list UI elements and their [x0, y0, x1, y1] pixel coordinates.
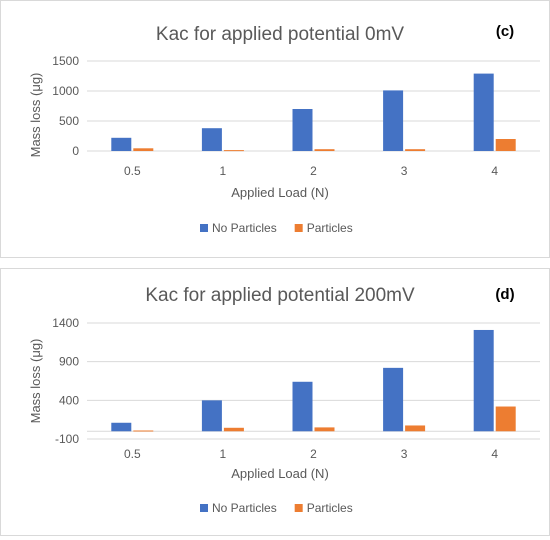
chart-0-legend-swatch-0 [200, 224, 208, 232]
chart-0-ytick-label-1: 500 [59, 114, 79, 128]
chart-0-panel-label: (c) [496, 23, 514, 40]
chart-1-bar-no-particles-4 [473, 329, 494, 432]
chart-0-bar-no-particles-3 [383, 90, 404, 151]
chart-1-panel-label: (d) [495, 286, 514, 303]
chart-0-frame [0, 0, 550, 258]
chart-1-bar-no-particles-2 [292, 381, 313, 432]
chart-0-y-axis-label: Mass loss (μg) [28, 73, 43, 158]
chart-1-bar-particles-3 [405, 425, 426, 432]
chart-0-xtick-label-1: 1 [220, 164, 227, 178]
chart-1-bar-particles-0 [133, 430, 154, 432]
chart-1-xtick-label-4: 4 [491, 447, 498, 461]
chart-panel-d: Kac for applied potential 200mV (d)-10040… [0, 268, 550, 536]
chart-0-xtick-label-0: 0.5 [124, 164, 141, 178]
chart-0-ytick-label-0: 0 [72, 144, 79, 158]
chart-0-ytick-label-2: 1000 [52, 84, 79, 98]
chart-panel-c: Kac for applied potential 0mV (c) 0 500 1000… [0, 0, 550, 258]
chart-1-bar-no-particles-0 [111, 422, 132, 432]
chart-0-xtick-label-4: 4 [491, 164, 498, 178]
chart-1-xtick-label-0: 0.5 [124, 447, 141, 461]
chart-1-xtick-label-1: 1 [220, 447, 227, 461]
chart-1-legend-label-1: Particles [307, 501, 353, 515]
chart-0-bar-particles-4 [495, 139, 516, 151]
chart-0-bar-particles-1 [223, 150, 244, 152]
chart-1-ytick-label-2: 900 [59, 355, 79, 369]
chart-1-legend-label-0: No Particles [212, 501, 277, 515]
chart-1-frame [0, 268, 550, 536]
chart-0-bar-particles-2 [314, 149, 335, 151]
chart-1-title: Kac for applied potential 200mV [145, 285, 415, 306]
chart-1-bar-no-particles-3 [383, 367, 404, 432]
chart-0-xtick-label-2: 2 [310, 164, 317, 178]
chart-0-legend-swatch-1 [294, 224, 303, 232]
chart-1-bar-particles-4 [495, 406, 516, 432]
chart-0-ytick-label-3: 1500 [52, 54, 79, 68]
chart-0-bar-no-particles-0 [111, 137, 132, 151]
chart-1-ytick-label-3: 1400 [52, 316, 79, 330]
chart-0-title: Kac for applied potential 0mV [156, 24, 405, 45]
chart-1-legend-swatch-1 [294, 504, 303, 512]
chart-0-x-axis-label: Applied Load (N) [231, 185, 329, 200]
chart-1-bar-particles-2 [314, 427, 335, 432]
chart-0-bar-particles-3 [405, 149, 426, 151]
chart-1-xtick-label-2: 2 [310, 447, 317, 461]
chart-0-xtick-label-3: 3 [401, 164, 408, 178]
chart-0-bar-no-particles-4 [473, 73, 494, 151]
chart-1-ytick-label-0: -100 [55, 432, 79, 446]
chart-0-legend-label-1: Particles [307, 221, 353, 235]
chart-1-legend-swatch-0 [200, 504, 208, 512]
chart-1-ytick-label-1: 400 [59, 393, 79, 407]
chart-1-x-axis-label: Applied Load (N) [231, 466, 329, 481]
chart-0-legend-label-0: No Particles [212, 221, 277, 235]
chart-1-bar-particles-1 [223, 427, 244, 432]
chart-0-bar-no-particles-2 [292, 109, 313, 151]
chart-1-bar-no-particles-1 [201, 400, 222, 432]
chart-0-bar-no-particles-1 [201, 128, 222, 151]
chart-1-xtick-label-3: 3 [401, 447, 408, 461]
chart-1-y-axis-label: Mass loss (μg) [28, 339, 43, 424]
chart-0-bar-particles-0 [133, 148, 154, 151]
